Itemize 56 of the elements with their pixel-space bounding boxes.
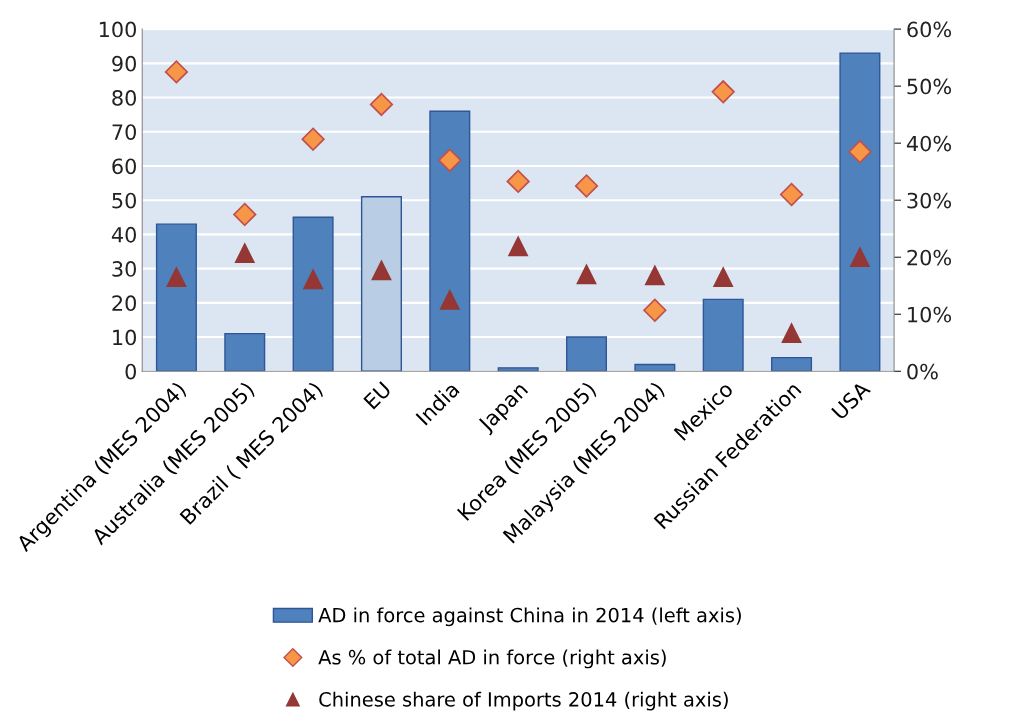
y-tick-label: 10 (113, 329, 136, 346)
y-tick-label: 80 (112, 90, 136, 106)
y-tick-label: 0 (125, 363, 136, 380)
point (779, 182, 804, 207)
point (164, 60, 189, 84)
point (713, 267, 734, 288)
point (576, 264, 597, 285)
legend-label: Chinese share of Imports 2014 (right axis) (319, 691, 728, 711)
y2-tick-label: 0% (907, 363, 938, 380)
point (574, 174, 599, 198)
point (508, 236, 529, 257)
bar (634, 363, 676, 372)
y-tick-label: 20 (112, 295, 136, 312)
point (371, 260, 392, 281)
point (301, 127, 325, 151)
point (438, 148, 462, 172)
bar (224, 332, 266, 372)
y-tick-label: 70 (112, 124, 136, 140)
point (303, 269, 323, 290)
x-tick-label: USA (830, 380, 872, 421)
y-tick-label: 90 (112, 55, 136, 72)
bar (497, 367, 539, 372)
y2-tick-label: 40% (906, 135, 952, 152)
legend-label: AD in force against China in 2014 (left axis) (318, 607, 741, 627)
bar (839, 52, 881, 372)
y2-tick-label: 10% (908, 306, 952, 323)
bar (771, 356, 813, 372)
y-tick-label: 40 (111, 226, 136, 243)
x-tick-label: EU (363, 381, 392, 410)
point (166, 267, 187, 288)
point (848, 140, 872, 164)
y-tick-label: 50 (112, 192, 136, 209)
point (643, 298, 667, 322)
point (234, 243, 255, 264)
point (506, 169, 530, 194)
point (781, 323, 802, 343)
point (369, 92, 394, 117)
y2-tick-label: 20% (907, 249, 952, 266)
point (711, 80, 735, 104)
point (233, 202, 257, 227)
y-tick-label: 60 (112, 158, 136, 175)
y-tick-label: 100 (99, 21, 136, 38)
point (439, 290, 460, 310)
bar (360, 196, 402, 372)
bar (702, 298, 744, 372)
y-tick-label: 30 (112, 261, 136, 277)
point (644, 265, 665, 286)
legend-label: As % of total AD in force (right axis) (318, 649, 666, 669)
bar (292, 216, 334, 372)
y2-tick-label: 50% (907, 78, 952, 95)
y2-tick-label: 60% (907, 21, 952, 38)
bar (565, 336, 608, 372)
bar (155, 223, 197, 372)
point (850, 247, 870, 268)
y2-tick-label: 30% (907, 192, 952, 209)
bar (429, 110, 471, 372)
